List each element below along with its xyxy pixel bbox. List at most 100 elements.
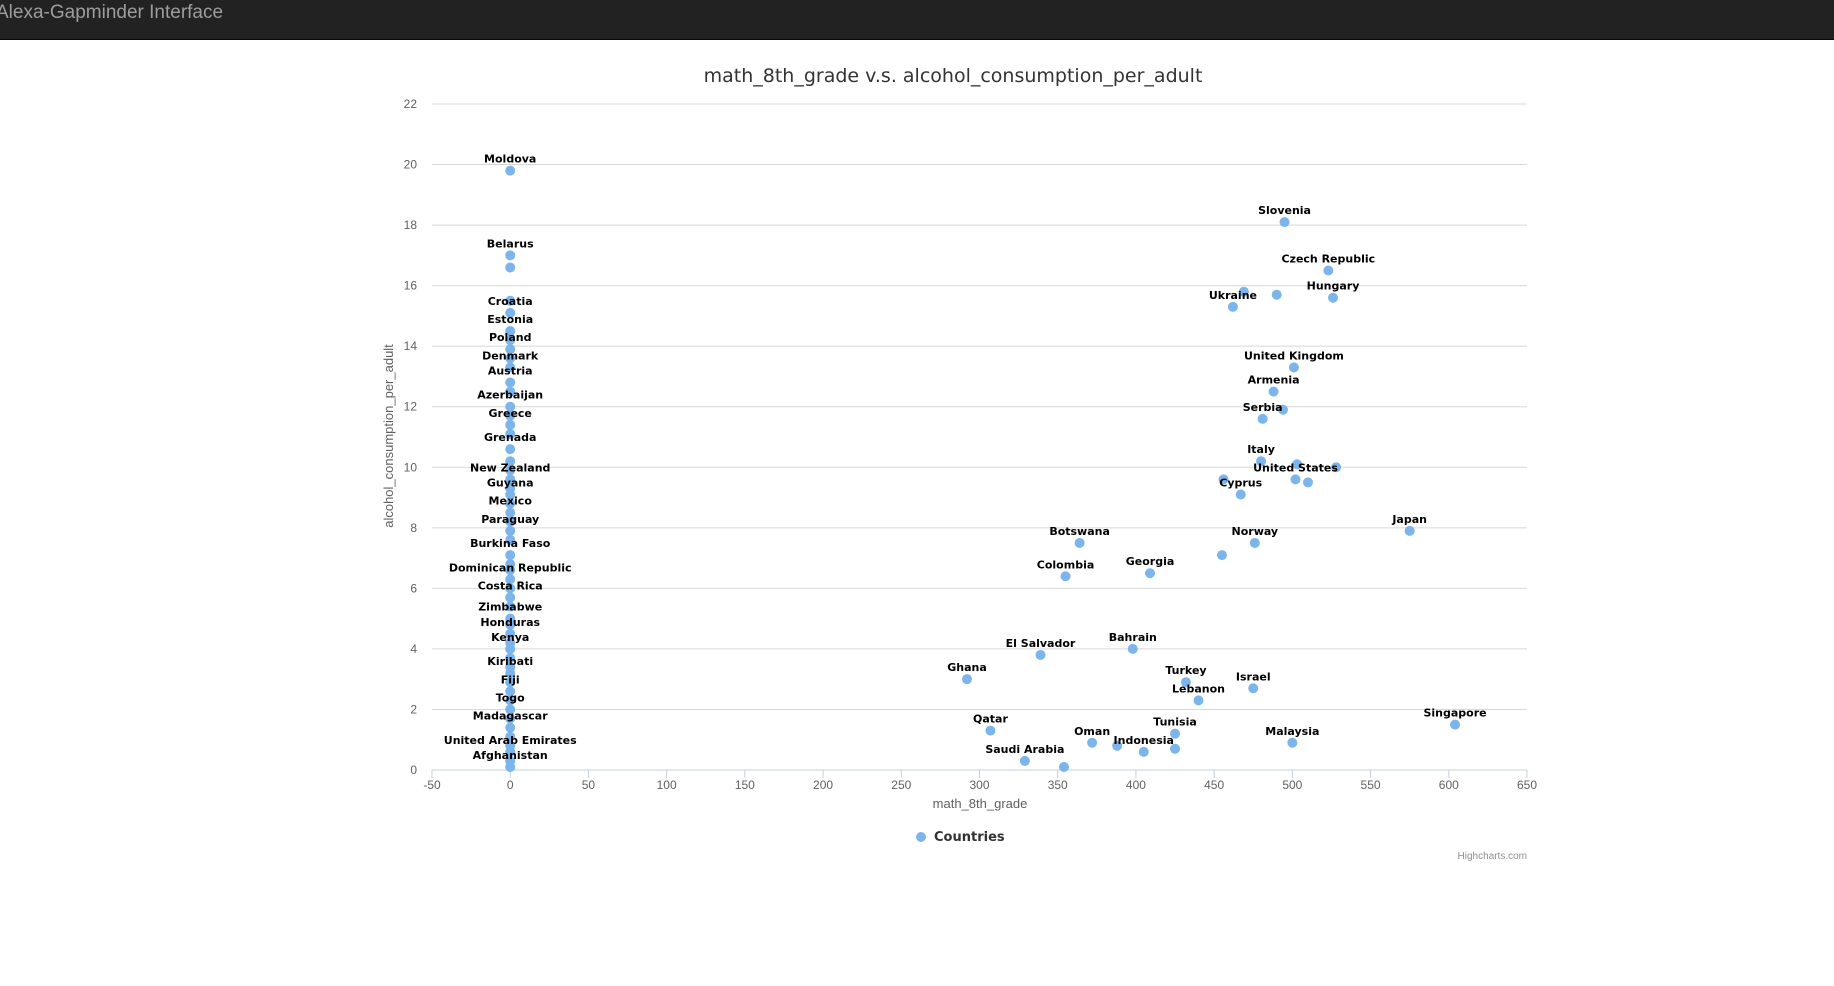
data-point[interactable]: [505, 410, 516, 421]
data-point[interactable]: [505, 662, 516, 673]
data-point[interactable]: [1216, 550, 1227, 561]
data-point[interactable]: [1287, 737, 1298, 748]
y-tick-label: 6: [410, 581, 417, 595]
data-point[interactable]: [505, 401, 516, 412]
data-point[interactable]: [1290, 474, 1301, 485]
y-tick-label: 22: [404, 97, 418, 111]
data-point[interactable]: [1248, 683, 1259, 694]
data-point[interactable]: [505, 465, 516, 476]
data-label: Norway: [1232, 525, 1279, 538]
data-point[interactable]: [505, 483, 516, 494]
data-point[interactable]: [1035, 649, 1046, 660]
data-point[interactable]: [505, 326, 516, 337]
data-point[interactable]: [1180, 677, 1191, 688]
data-point[interactable]: [505, 525, 516, 536]
data-point[interactable]: [505, 619, 516, 630]
data-point[interactable]: [505, 565, 516, 576]
data-point[interactable]: [505, 428, 516, 439]
data-point[interactable]: [1227, 301, 1238, 312]
data-point[interactable]: [505, 574, 516, 585]
data-point[interactable]: [505, 377, 516, 388]
data-point[interactable]: [1331, 462, 1342, 473]
data-point[interactable]: [505, 601, 516, 612]
data-point[interactable]: [505, 353, 516, 364]
data-label: Indonesia: [1114, 734, 1174, 747]
data-point[interactable]: [1074, 537, 1085, 548]
data-point[interactable]: [505, 755, 516, 766]
data-point[interactable]: [1292, 459, 1303, 470]
data-point[interactable]: [1019, 755, 1030, 766]
data-point[interactable]: [961, 674, 972, 685]
app-title[interactable]: Alexa-Gapminder Interface: [0, 2, 224, 23]
data-label: El Salvador: [1006, 637, 1076, 650]
data-point[interactable]: [1127, 643, 1138, 654]
data-point[interactable]: [505, 344, 516, 355]
data-point[interactable]: [1112, 740, 1123, 751]
data-point[interactable]: [1323, 265, 1334, 276]
data-point[interactable]: [1328, 292, 1339, 303]
data-point[interactable]: [505, 637, 516, 648]
data-point[interactable]: [505, 722, 516, 733]
data-point[interactable]: [505, 713, 516, 724]
data-point[interactable]: [505, 250, 516, 261]
data-point[interactable]: [505, 386, 516, 397]
data-point[interactable]: [505, 474, 516, 485]
data-point[interactable]: [505, 262, 516, 273]
data-point[interactable]: [1138, 746, 1149, 757]
data-point[interactable]: [505, 731, 516, 742]
data-point[interactable]: [1271, 289, 1282, 300]
data-point[interactable]: [1058, 761, 1069, 772]
legend[interactable]: Countries: [916, 830, 1005, 845]
legend-item-countries[interactable]: Countries: [934, 830, 1005, 845]
data-point[interactable]: [505, 740, 516, 751]
data-point[interactable]: [505, 507, 516, 518]
data-point[interactable]: [1404, 525, 1415, 536]
data-point[interactable]: [505, 686, 516, 697]
data-point[interactable]: [505, 583, 516, 594]
data-point[interactable]: [505, 695, 516, 706]
data-point[interactable]: [1277, 404, 1288, 415]
data-point[interactable]: [1235, 489, 1246, 500]
data-point[interactable]: [1087, 737, 1098, 748]
data-point[interactable]: [1303, 477, 1313, 488]
data-point[interactable]: [1256, 456, 1267, 467]
data-point[interactable]: [505, 295, 516, 306]
data-point[interactable]: [505, 498, 516, 509]
data-point[interactable]: [505, 165, 516, 176]
data-point[interactable]: [505, 516, 516, 527]
data-point[interactable]: [1450, 719, 1461, 730]
data-point[interactable]: [505, 677, 516, 688]
credits-link[interactable]: Highcharts.com: [1458, 851, 1527, 862]
data-point[interactable]: [985, 725, 996, 736]
data-point[interactable]: [1279, 217, 1290, 228]
data-label: United Arab Emirates: [444, 734, 577, 747]
data-point[interactable]: [505, 362, 516, 373]
data-point[interactable]: [505, 419, 516, 430]
data-point[interactable]: [505, 335, 516, 346]
data-point[interactable]: [505, 592, 516, 603]
data-point[interactable]: [505, 444, 516, 455]
data-point[interactable]: [505, 456, 516, 467]
data-point[interactable]: [1238, 286, 1249, 297]
y-tick-label: 16: [404, 279, 418, 293]
data-point[interactable]: [505, 628, 516, 639]
data-point[interactable]: [505, 652, 516, 663]
data-point[interactable]: [505, 704, 516, 715]
data-point[interactable]: [505, 550, 516, 561]
data-point[interactable]: [1257, 413, 1268, 424]
data-point[interactable]: [1268, 386, 1279, 397]
data-point[interactable]: [1193, 695, 1204, 706]
data-point[interactable]: [1170, 728, 1181, 739]
data-label: Oman: [1074, 725, 1110, 738]
data-label: Moldova: [484, 153, 536, 166]
x-tick-label: 550: [1361, 778, 1381, 792]
data-point[interactable]: [1218, 474, 1229, 485]
data-point[interactable]: [505, 534, 516, 545]
data-point[interactable]: [505, 307, 516, 318]
data-point[interactable]: [1249, 537, 1260, 548]
data-point[interactable]: [1170, 743, 1181, 754]
data-label: Costa Rica: [478, 579, 543, 592]
data-point[interactable]: [1288, 362, 1299, 373]
data-point[interactable]: [1145, 568, 1156, 579]
data-point[interactable]: [1060, 571, 1071, 582]
